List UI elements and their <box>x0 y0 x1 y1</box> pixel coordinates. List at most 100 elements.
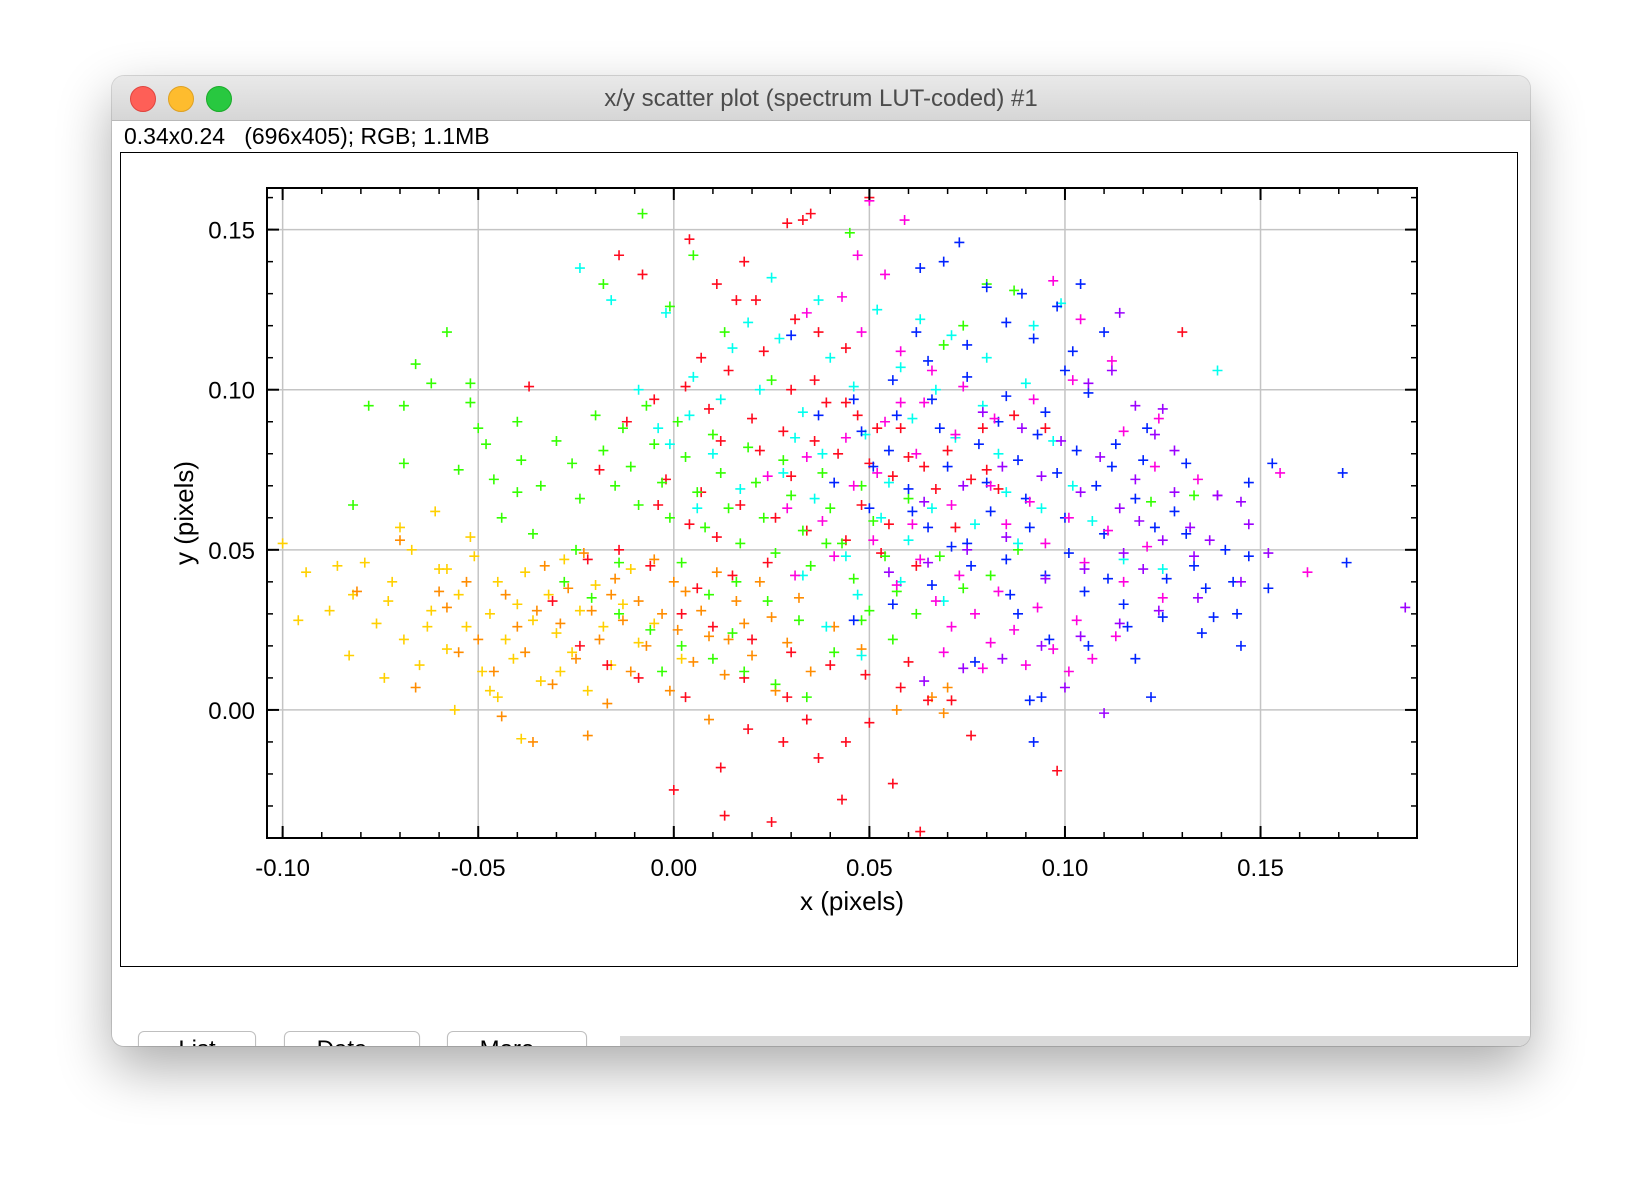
data-point <box>903 656 914 667</box>
data-point <box>778 736 789 747</box>
data-point <box>809 493 820 504</box>
data-point <box>664 512 675 523</box>
data-point <box>1118 426 1129 437</box>
data-point <box>887 471 898 482</box>
data-point <box>531 605 542 616</box>
data-point <box>778 455 789 466</box>
plot-frame-border <box>266 187 1418 839</box>
data-point <box>1118 576 1129 587</box>
data-point <box>1169 445 1180 456</box>
data-point <box>786 647 797 658</box>
data-point <box>602 698 613 709</box>
data-point <box>668 576 679 587</box>
data-point <box>1087 653 1098 664</box>
close-button[interactable] <box>130 86 156 112</box>
y-tick-label: 0.10 <box>208 378 255 405</box>
data-point <box>1079 564 1090 575</box>
data-point <box>394 535 405 546</box>
data-point <box>676 653 687 664</box>
minimize-button[interactable] <box>168 86 194 112</box>
data-point <box>1169 487 1180 498</box>
data-point <box>680 692 691 703</box>
data-point <box>864 503 875 514</box>
data-point <box>880 416 891 427</box>
data-point <box>707 448 718 459</box>
data-point <box>653 499 664 510</box>
data-point <box>1016 288 1027 299</box>
data-point <box>1142 541 1153 552</box>
data-point <box>1149 522 1160 533</box>
data-point <box>782 218 793 229</box>
data-point <box>527 528 538 539</box>
data-point <box>1013 608 1024 619</box>
data-point <box>598 279 609 290</box>
y-tick-label: 0.00 <box>208 698 255 725</box>
data-point <box>958 583 969 594</box>
data-point <box>1028 320 1039 331</box>
data-point <box>555 666 566 677</box>
data-point <box>1040 538 1051 549</box>
data-point <box>657 477 668 488</box>
data-point <box>1157 592 1168 603</box>
data-point <box>821 397 832 408</box>
data-point <box>930 483 941 494</box>
data-point <box>293 615 304 626</box>
data-point <box>688 371 699 382</box>
data-point <box>516 733 527 744</box>
title-bar[interactable]: x/y scatter plot (spectrum LUT-coded) #1 <box>112 76 1530 121</box>
data-point <box>704 714 715 725</box>
data-point <box>617 615 628 626</box>
data-point <box>1149 429 1160 440</box>
data-point <box>1235 496 1246 507</box>
data-point <box>727 343 738 354</box>
data-point <box>1040 573 1051 584</box>
plot-area[interactable]: -0.10 -0.05 0.00 0.05 0.10 0.15 0.00 0.05 0.10 0.… <box>120 152 1518 967</box>
data-point <box>1032 602 1043 613</box>
data-point <box>414 660 425 671</box>
data-point <box>1200 583 1211 594</box>
data-point <box>977 423 988 434</box>
data-point <box>641 640 652 651</box>
more-button[interactable]: More » <box>447 1031 587 1046</box>
data-point <box>1044 634 1055 645</box>
data-point <box>997 653 1008 664</box>
data-point <box>817 516 828 527</box>
data-point <box>903 535 914 546</box>
data-point <box>852 589 863 600</box>
data-point <box>754 576 765 587</box>
data-point <box>719 810 730 821</box>
data-point <box>645 560 656 571</box>
data-point <box>574 640 585 651</box>
data-point <box>1243 551 1254 562</box>
data-point <box>809 435 820 446</box>
data-point <box>559 576 570 587</box>
list-button[interactable]: List <box>138 1031 256 1046</box>
data-point <box>958 320 969 331</box>
data-point <box>790 314 801 325</box>
data-point <box>484 685 495 696</box>
data-point <box>1157 612 1168 623</box>
data-point <box>887 375 898 386</box>
data-point <box>1063 512 1074 523</box>
zoom-button[interactable] <box>206 86 232 112</box>
data-point <box>637 208 648 219</box>
data-point <box>985 637 996 648</box>
data-point <box>1169 506 1180 517</box>
data-button[interactable]: Data » <box>284 1031 420 1046</box>
data-point <box>993 483 1004 494</box>
data-point <box>946 330 957 341</box>
data-point <box>837 291 847 302</box>
data-point <box>883 519 894 530</box>
data-point <box>1102 525 1113 536</box>
data-point <box>598 621 609 632</box>
data-point <box>981 352 992 363</box>
data-point <box>1099 708 1110 719</box>
data-point <box>664 301 675 312</box>
data-point <box>938 647 949 658</box>
data-point <box>743 317 754 328</box>
data-point <box>1118 599 1129 610</box>
data-point <box>735 483 746 494</box>
data-point <box>758 346 769 357</box>
data-point <box>848 381 859 392</box>
data-point <box>809 375 820 386</box>
